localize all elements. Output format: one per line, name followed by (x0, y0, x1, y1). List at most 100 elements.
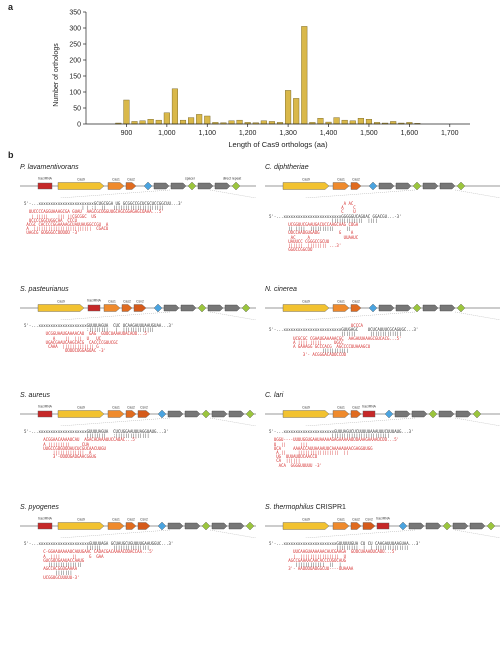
x-tick-label: 1,600 (401, 130, 419, 137)
histogram-bar (268, 121, 275, 125)
cas1-gene-label: Cas1 (112, 518, 120, 522)
cas2-gene (350, 522, 362, 530)
cas1-gene (103, 304, 121, 312)
ortholog-panel: C. lari Cas9 Cas1 Cas2 tracrRNA 5'-...xxxxxxx… (265, 392, 500, 502)
csn2-gene (362, 522, 376, 530)
histogram-bar (155, 119, 162, 125)
cas2-gene (121, 304, 133, 312)
spacer-block (422, 182, 439, 190)
rna-structure-line: |||||||||||||||||||||||| (269, 433, 390, 439)
x-tick-label: 1,500 (360, 130, 378, 137)
rna-structure-line: UUCAAGUAAAAAACAUCGAAGA GUUCUAAAUUCAUU...… (269, 549, 397, 555)
tracrrna-gene (376, 522, 390, 530)
cas9-gene (282, 304, 330, 312)
cas1-gene (332, 304, 350, 312)
rna-structure-line: ||||||||||||| |||| (269, 217, 378, 223)
histogram-bar (163, 112, 170, 125)
zoom-line (304, 189, 416, 198)
rna-structure-line: ||||||| (24, 570, 73, 576)
rna-structure-line: ||||||||||||| A (24, 450, 92, 456)
csn2-gene-label: Csn2 (136, 300, 144, 304)
tracrrna-label: tracrRNA (362, 405, 376, 409)
crispr-locus-diagram: Cas9 Cas1 Cas2 tracrRNA (265, 405, 500, 426)
cas2-gene-label: Cas2 (352, 518, 360, 522)
histogram-bar (293, 98, 300, 125)
histogram-bar (171, 88, 178, 125)
tracrrna-label: tracrRNA (38, 517, 52, 521)
rna-structure-line: AC A UUAAUC (269, 234, 359, 240)
rna-structure-line: ACGGAACAAAAUCAU AGACAUAAAUUCCAUAC...5' (24, 437, 138, 443)
spacer-block (438, 410, 455, 418)
repeat-diamond (201, 521, 211, 531)
zoom-line (209, 189, 257, 198)
crispr-locus-diagram: Cas9 Cas1 Cas2 (265, 300, 500, 320)
rna-structure-line: UUCCCCAGGUAAAGCGA GUAU AAGCGCUGGUUGCAGCG… (24, 209, 164, 215)
repeat-diamond (398, 521, 408, 531)
rna-structure-line: U || ||| (269, 441, 308, 447)
rna-structure-line: A |||||||||||||||||||||||| CGACU (24, 226, 109, 232)
spacer-block (455, 410, 472, 418)
rna-structure-line: 3'-UUUUGAUGAACGGUG (24, 454, 97, 460)
organism-name: S. thermophilus CRISPR1 (265, 504, 346, 511)
y-tick-label: 50 (73, 105, 81, 112)
cas2-gene (350, 182, 362, 190)
histogram-bar (349, 120, 356, 125)
spacer-block (207, 304, 224, 312)
histogram-bar (123, 99, 130, 125)
organism-name: S. pyogenes (20, 504, 59, 511)
rna-structure-line: UUGCCGUGUUUAUCUCGUCAACUUGU (24, 445, 106, 451)
spacer-block (211, 522, 228, 530)
panel-b-label: b (8, 150, 14, 160)
rna-structure-line: A C (269, 205, 356, 211)
cas2-gene-label: Cas2 (352, 300, 360, 304)
crrna-tracrrna-duplex: 5'-...xxxxxxxxxxxxxxxxxxxxxGUUUUAGA GCUA… (24, 541, 173, 580)
rna-structure-line: GGUCCGGCUU (269, 247, 313, 253)
zoom-line (59, 417, 171, 426)
repeat-diamond (442, 521, 452, 531)
rna-structure-line: |||||||||||||| (24, 562, 82, 568)
csn2-gene (137, 522, 151, 530)
zoom-line (209, 311, 257, 320)
rna-structure-line: 5'-...xxxxxxxxxxxxxxxxxxxxxxxGCUGCGGA UG… (24, 201, 183, 206)
x-tick-label: 1,200 (239, 130, 257, 137)
cas2-gene-label: Cas2 (127, 518, 135, 522)
cas1-gene-label: Cas1 (112, 178, 120, 182)
rna-structure-line: |||||| |||||||| ...3' (269, 243, 342, 249)
cas9-gene-label: Cas9 (57, 300, 65, 304)
repeat-diamond (368, 303, 378, 313)
rna-structure-line: UGACGAAUCAAGCACG CACCCCGUUCGC (24, 339, 118, 345)
spacer-block (184, 522, 201, 530)
rna-structure-line: UCGCGC CGAAUGAAAAACGC AAGAUUAAAGCGUCACG.… (269, 335, 402, 341)
rna-structure-line: C-GGAAUAAAAUCAUUGAAC CAUACGACAAAACUUACCA… (24, 549, 155, 555)
rna-structure-line: ACGC CACCCCGGAAAAGCUAUUAUGGCCGU A (24, 222, 109, 228)
rna-structure-line: CAAA ||||||||||||| G (24, 344, 99, 350)
x-axis-label: Length of Cas9 orthologs (aa) (228, 140, 328, 149)
rna-structure-line: 5'-...xxxxxxxxxxxxxxxxxxxxxxGUUUUUGUA CU… (269, 541, 421, 546)
x-tick-label: 1,300 (279, 130, 297, 137)
spacer-block (469, 522, 486, 530)
cas9-gene-label: Cas9 (302, 300, 310, 304)
rna-structure-line: UAUUCC CGGGCCGCUU (269, 238, 330, 244)
histogram-bar (301, 26, 308, 125)
histogram-bar (260, 120, 267, 125)
organism-name: S. aureus (20, 392, 50, 399)
organism-name: P. lavamentivorans (20, 164, 79, 171)
crrna-tracrrna-duplex: 5'-...xxxxxxxxxxxxxxxxxxxxxxxGCUGCGGA UG… (24, 201, 183, 236)
x-tick-label: 1,100 (198, 130, 216, 137)
zoom-line (454, 417, 500, 426)
repeat-diamond (241, 303, 251, 313)
cas1-gene-label: Cas1 (337, 178, 345, 182)
tracrrna-gene (87, 304, 101, 312)
rna-structure-line: UGGU----UUUUGGUGAAUAAAAAGAGAAAAAUUUAAAGA… (269, 437, 400, 443)
rna-structure-line: | |||||||||||||||| U (269, 553, 347, 559)
cas1-gene (332, 182, 350, 190)
cas9-gene (57, 410, 105, 418)
repeat-diamond (368, 181, 378, 191)
spacer-block (224, 304, 241, 312)
repeat-diamond (201, 409, 211, 419)
rna-structure-line: ||||||||||| (269, 348, 349, 354)
repeat-diamond (245, 409, 255, 419)
zoom-line (209, 529, 257, 538)
rna-structure-line: 3'- AAUUUUAUGGCUU----UUAAAA (269, 566, 354, 572)
rna-structure-line: UCA AAAACCAUUAAAAUUCAAAAAUAACGAGGUUGG (269, 445, 373, 451)
